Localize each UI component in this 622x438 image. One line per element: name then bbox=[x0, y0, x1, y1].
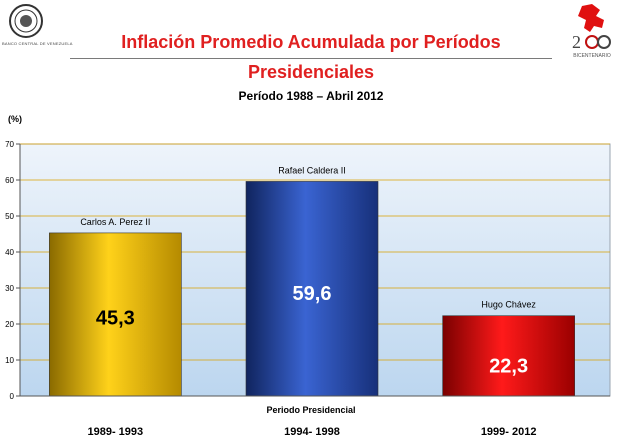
chart-title-line2: Presidenciales bbox=[247, 62, 375, 82]
svg-text:2: 2 bbox=[572, 32, 581, 52]
y-tick-label: 0 bbox=[10, 392, 15, 401]
bar-category-label: Rafael Caldera II bbox=[278, 165, 346, 175]
y-tick-label: 10 bbox=[5, 356, 14, 365]
y-axis-unit-label: (%) bbox=[8, 114, 22, 124]
bicentenario-caption: BICENTENARIO bbox=[573, 53, 611, 59]
chart-title: Inflación Promedio Acumulada por Período… bbox=[121, 32, 501, 52]
chart-subtitle: Período 1988 – Abril 2012 bbox=[238, 89, 384, 103]
bar-category-label: Carlos A. Perez II bbox=[80, 217, 150, 227]
bar-2 bbox=[442, 315, 575, 397]
title-divider bbox=[70, 58, 552, 59]
bar-value-label: 45,3 bbox=[96, 308, 135, 330]
y-tick-label: 50 bbox=[5, 212, 14, 221]
bcv-logo-caption: BANCO CENTRAL DE VENEZUELA bbox=[2, 41, 73, 46]
bcv-logo bbox=[9, 4, 43, 38]
bar-0 bbox=[49, 232, 182, 397]
bicentenario-logo: 2 BICENTENARIO bbox=[572, 4, 611, 59]
y-tick-label: 60 bbox=[5, 176, 14, 185]
bar-value-label: 22,3 bbox=[489, 355, 528, 377]
bar-category-label: Hugo Chávez bbox=[481, 300, 536, 310]
y-tick-label: 30 bbox=[5, 284, 14, 293]
bar-value-label: 59,6 bbox=[293, 283, 332, 305]
bar-1 bbox=[245, 181, 379, 397]
period-label: 1999- 2012 bbox=[480, 426, 537, 438]
period-label: 1994- 1998 bbox=[284, 426, 340, 438]
x-axis-title: Periodo Presidencial bbox=[266, 405, 356, 415]
y-tick-label: 70 bbox=[5, 140, 14, 149]
y-tick-label: 40 bbox=[5, 248, 14, 257]
y-tick-label: 20 bbox=[5, 320, 14, 329]
period-label: 1989- 1993 bbox=[87, 426, 144, 438]
